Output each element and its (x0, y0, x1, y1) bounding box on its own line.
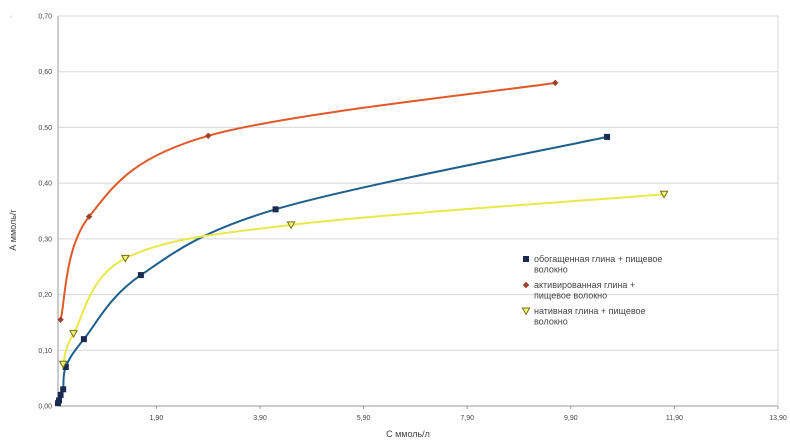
data-point (659, 190, 669, 199)
legend-label: обогащенная глина + пищевое (534, 254, 662, 264)
data-point (60, 386, 67, 393)
legend-label: волокно (534, 265, 568, 275)
grid-lines (58, 15, 778, 351)
data-point (57, 316, 64, 323)
series-line (57, 135, 608, 404)
y-tick-label: 0,40 (38, 181, 52, 188)
data-point (137, 272, 144, 279)
data-point (57, 391, 64, 398)
axes (57, 15, 779, 409)
series-line (59, 81, 556, 320)
corner-mark: · (10, 13, 12, 20)
x-tick-label: 3,90 (253, 415, 267, 422)
x-tick-label: 9,90 (564, 415, 578, 422)
data-point (69, 330, 78, 338)
data-point (62, 364, 69, 370)
legend-marker (522, 281, 530, 289)
x-tick-label: 5,90 (357, 415, 371, 422)
x-tick-label: 11,90 (666, 415, 683, 422)
series-2 (57, 79, 559, 323)
data-point (85, 213, 93, 220)
y-tick-label: 0,70 (38, 14, 52, 21)
y-tick-label: 0,00 (38, 404, 52, 411)
series-3 (58, 190, 669, 369)
y-tick-label: 0,30 (38, 236, 52, 243)
legend-marker (521, 307, 531, 316)
legend-marker (523, 256, 529, 262)
series-group (55, 79, 669, 407)
y-tick-label: 0,50 (38, 125, 52, 132)
y-axis-title: А ммоль/г (8, 209, 18, 251)
y-tick-label: 0,60 (38, 69, 52, 76)
legend-label: нативная глина + пищевое (534, 306, 646, 316)
data-point (272, 206, 279, 213)
y-tick-label: 0,20 (38, 292, 52, 299)
x-tick-label: 7,90 (460, 415, 474, 422)
legend-item-2: активированная глина +пищевое волокно (522, 280, 635, 301)
x-tick-label: 1,90 (150, 415, 164, 422)
x-axis-title: С ммоль/л (386, 429, 430, 439)
x-tick-labels: 1,90 3,90 5,90 7,90 9,90 11,90 13,90 (150, 415, 787, 422)
series-1 (55, 133, 611, 407)
data-point (56, 397, 63, 404)
legend: обогащенная глина + пищевоеволокноактиви… (521, 254, 662, 327)
legend-label: пищевое волокно (534, 291, 607, 301)
data-point (80, 336, 87, 343)
y-tick-label: 0,10 (38, 348, 52, 355)
data-point (286, 221, 296, 230)
legend-label: волокно (534, 317, 568, 327)
x-tick-label: 13,90 (769, 415, 787, 422)
legend-label: активированная глина + (534, 280, 635, 290)
data-point (552, 79, 559, 87)
data-point (120, 254, 130, 263)
data-point (205, 132, 212, 139)
data-point (58, 360, 68, 369)
y-tick-labels: 0,00 0,10 0,20 0,30 0,40 0,50 0,60 0,70 (38, 14, 52, 411)
data-point (604, 133, 611, 140)
